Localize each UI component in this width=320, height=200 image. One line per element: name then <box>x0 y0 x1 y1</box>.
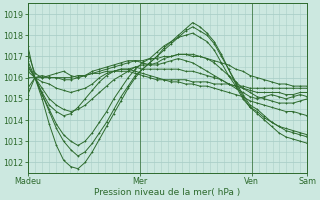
X-axis label: Pression niveau de la mer( hPa ): Pression niveau de la mer( hPa ) <box>94 188 241 197</box>
